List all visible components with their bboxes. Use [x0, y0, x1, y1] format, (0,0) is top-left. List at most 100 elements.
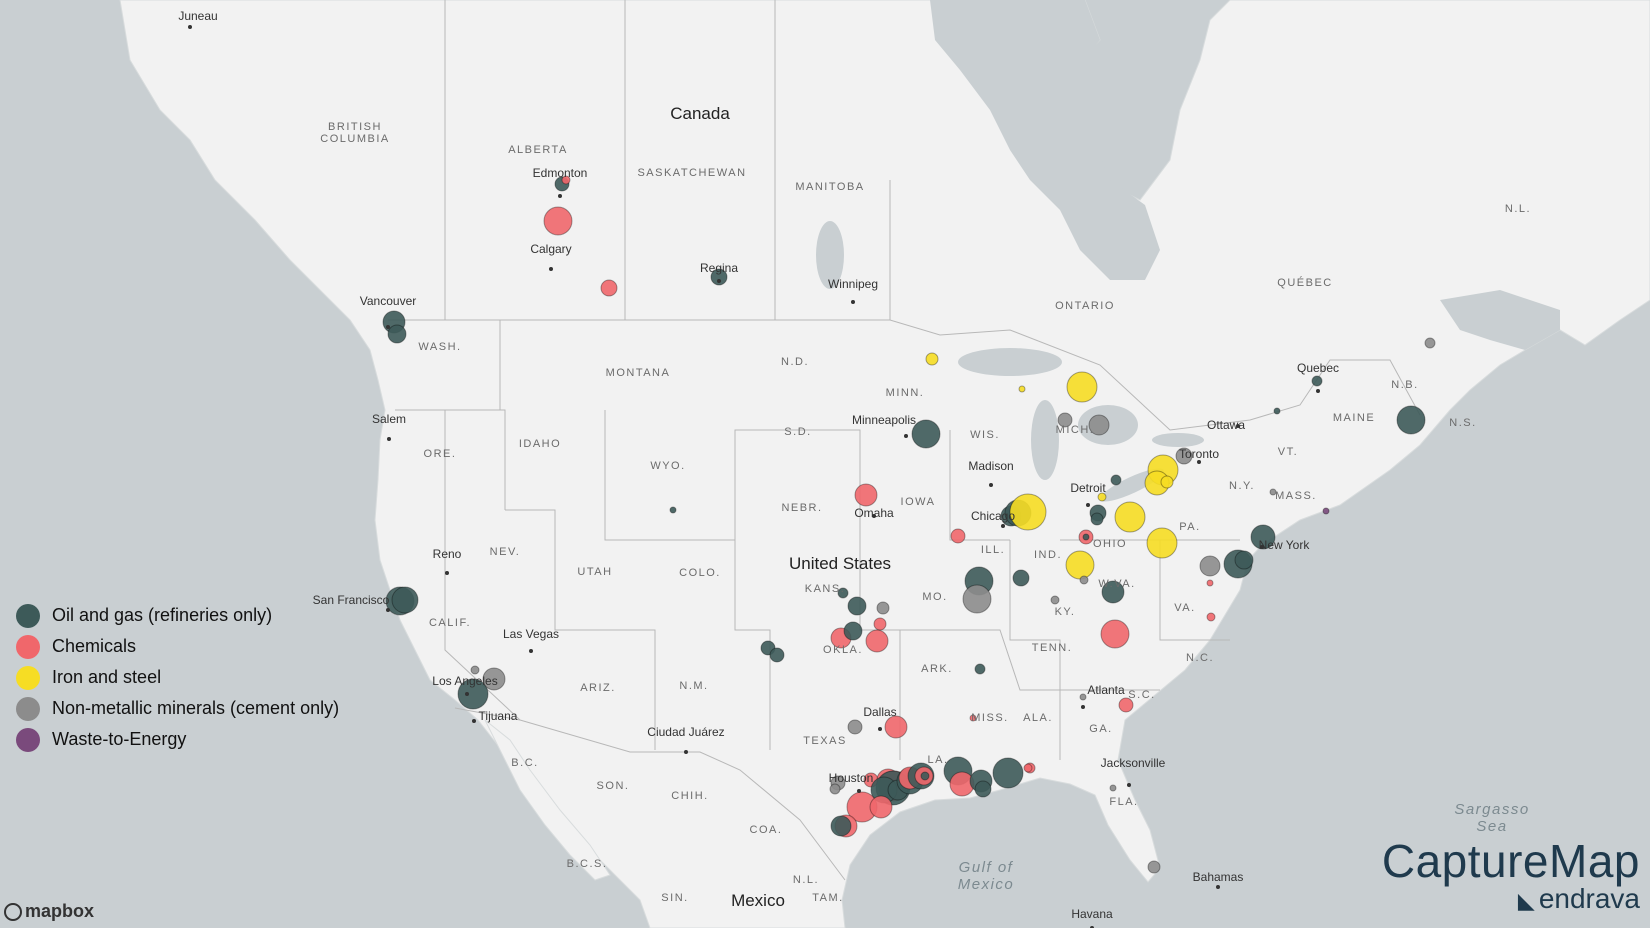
facility-marker-oil-gas[interactable] — [1250, 524, 1276, 550]
city-label: Madison — [968, 459, 1014, 473]
facility-marker-oil-gas[interactable] — [769, 647, 785, 663]
facility-marker-cement[interactable] — [962, 584, 992, 614]
facility-marker-oil-gas[interactable] — [1101, 580, 1125, 604]
facility-marker-iron-steel[interactable] — [1114, 501, 1146, 533]
facility-marker-oil-gas[interactable] — [1090, 512, 1104, 526]
city-dot — [472, 719, 476, 723]
facility-marker-cement[interactable] — [470, 665, 480, 675]
facility-marker-chemicals[interactable] — [543, 206, 573, 236]
facility-marker-cement[interactable] — [829, 783, 841, 795]
facility-marker-iron-steel[interactable] — [1146, 527, 1178, 559]
facility-marker-iron-steel[interactable] — [1160, 475, 1174, 489]
region-label: WIS. — [970, 429, 1000, 441]
facility-marker-cement[interactable] — [1050, 595, 1060, 605]
facility-marker-cement[interactable] — [1057, 412, 1073, 428]
facility-marker-oil-gas[interactable] — [843, 621, 863, 641]
land-north-america — [119, 0, 1650, 928]
facility-marker-oil-gas[interactable] — [911, 419, 941, 449]
legend-item-iron-steel: Iron and steel — [16, 662, 339, 693]
facility-marker-cement[interactable] — [1424, 337, 1436, 349]
region-label: ORE. — [423, 448, 457, 460]
city-label: Havana — [1071, 907, 1113, 921]
facility-marker-chemicals[interactable] — [884, 715, 908, 739]
facility-marker-oil-gas[interactable] — [1234, 550, 1254, 570]
mapbox-logo-icon — [4, 903, 22, 922]
city-label: Winnipeg — [827, 277, 879, 291]
gulf-st-lawrence — [1440, 290, 1560, 350]
facility-marker-iron-steel[interactable] — [1065, 550, 1095, 580]
region-label: S.C. — [1128, 689, 1156, 701]
city-dot — [386, 325, 390, 329]
facility-marker-chemicals[interactable] — [865, 629, 889, 653]
city-label: Jacksonville — [1100, 756, 1166, 770]
facility-marker-oil-gas[interactable] — [1012, 569, 1030, 587]
facility-marker-chemicals[interactable] — [869, 795, 893, 819]
facility-marker-chemicals[interactable] — [1023, 763, 1033, 773]
facility-marker-iron-steel[interactable] — [1097, 492, 1107, 502]
facility-marker-cement[interactable] — [1269, 488, 1277, 496]
facility-marker-oil-gas[interactable] — [847, 596, 867, 616]
facility-marker-chemicals[interactable] — [1206, 612, 1216, 622]
region-label: ILL. — [980, 544, 1006, 556]
facility-marker-oil-gas[interactable] — [457, 678, 489, 710]
city-dot — [529, 649, 533, 653]
facility-marker-oil-gas[interactable] — [387, 324, 407, 344]
brand-subtitle: ◣ endrava — [1382, 884, 1640, 916]
facility-marker-oil-gas[interactable] — [1396, 405, 1426, 435]
facility-marker-chemicals[interactable] — [1100, 619, 1130, 649]
facility-marker-cement[interactable] — [1175, 447, 1193, 465]
facility-marker-iron-steel[interactable] — [1009, 493, 1047, 531]
city-label: Regina — [699, 261, 739, 275]
region-label: MICH. — [1055, 424, 1095, 436]
land-baja — [484, 719, 611, 881]
facility-marker-oil-gas[interactable] — [992, 757, 1024, 789]
facility-marker-cement[interactable] — [876, 601, 890, 615]
legend-item-cement: Non-metallic minerals (cement only) — [16, 693, 339, 724]
facility-marker-cement[interactable] — [1088, 414, 1110, 436]
facility-marker-oil-gas[interactable] — [920, 771, 930, 781]
facility-marker-iron-steel[interactable] — [1018, 385, 1026, 393]
facility-marker-oil-gas[interactable] — [974, 780, 992, 798]
facility-marker-chemicals[interactable] — [854, 483, 878, 507]
legend: Oil and gas (refineries only) Chemicals Ir… — [16, 600, 339, 755]
region-label: WYO. — [650, 460, 686, 472]
legend-label: Non-metallic minerals (cement only) — [52, 698, 340, 718]
facility-marker-oil-gas[interactable] — [1273, 407, 1281, 415]
facility-marker-oil-gas[interactable] — [669, 506, 677, 514]
facility-marker-cement[interactable] — [1147, 860, 1161, 874]
facility-marker-cement[interactable] — [1109, 784, 1117, 792]
attribution-label: mapbox — [25, 901, 95, 921]
region-label: MAINE — [1332, 412, 1376, 424]
facility-marker-chemicals[interactable] — [561, 175, 571, 185]
facility-marker-iron-steel[interactable] — [925, 352, 939, 366]
facility-marker-chemicals[interactable] — [600, 279, 618, 297]
facility-marker-cement[interactable] — [1079, 693, 1087, 701]
facility-marker-cement[interactable] — [1199, 555, 1221, 577]
facility-marker-chemicals[interactable] — [1206, 579, 1214, 587]
facility-marker-oil-gas[interactable] — [974, 663, 986, 675]
facility-marker-chemicals[interactable] — [1118, 697, 1134, 713]
city-label: Los Angeles — [432, 674, 498, 688]
facility-marker-chemicals[interactable] — [873, 617, 887, 631]
facility-marker-oil-gas[interactable] — [391, 586, 419, 614]
facility-marker-oil-gas[interactable] — [837, 587, 849, 599]
facility-marker-waste[interactable] — [1322, 507, 1330, 515]
city-dot — [851, 300, 855, 304]
facility-marker-oil-gas[interactable] — [1082, 533, 1090, 541]
facility-marker-oil-gas[interactable] — [1110, 474, 1122, 486]
sargasso-sea-label: Sargasso Sea — [1454, 801, 1530, 835]
facility-marker-oil-gas[interactable] — [710, 268, 728, 286]
facility-marker-cement[interactable] — [1079, 575, 1089, 585]
facility-marker-chemicals[interactable] — [950, 528, 966, 544]
facility-marker-cement[interactable] — [482, 667, 506, 691]
region-label: N.L. — [792, 874, 820, 886]
facility-marker-iron-steel[interactable] — [1066, 371, 1098, 403]
facility-marker-chemicals[interactable] — [969, 714, 977, 722]
facility-marker-oil-gas[interactable] — [830, 815, 852, 837]
region-label: GA. — [1089, 723, 1113, 735]
city-label: Toronto — [1178, 447, 1220, 461]
mapbox-attribution[interactable]: mapbox — [4, 901, 94, 922]
facility-marker-oil-gas[interactable] — [1311, 375, 1323, 387]
facility-marker-cement[interactable] — [847, 719, 863, 735]
